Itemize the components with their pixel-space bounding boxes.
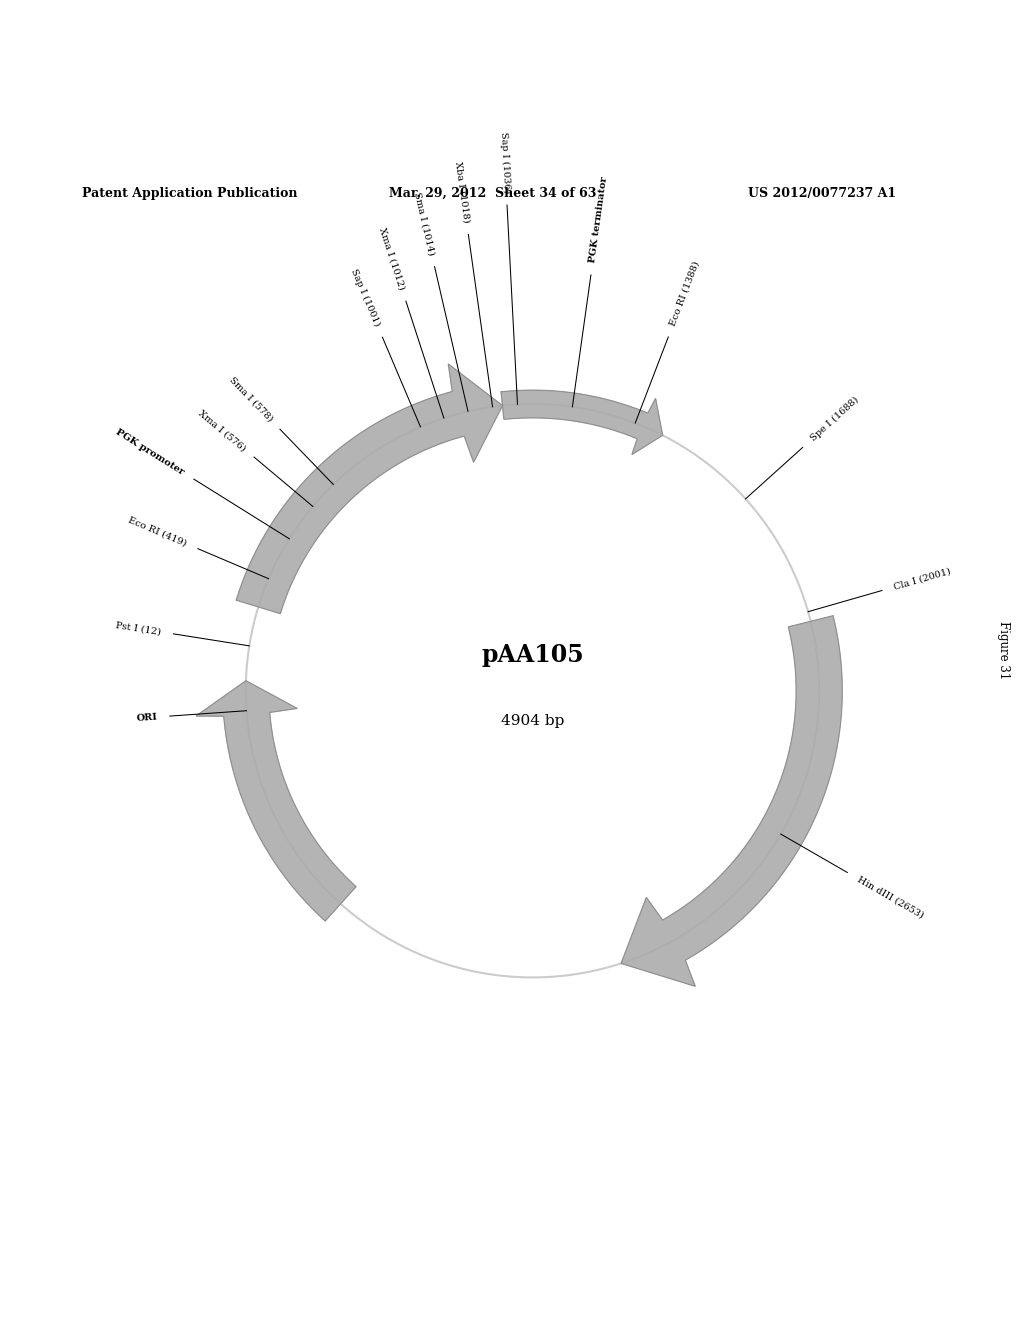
Polygon shape — [196, 681, 356, 921]
Text: Patent Application Publication: Patent Application Publication — [82, 186, 297, 199]
Polygon shape — [501, 391, 663, 454]
Text: US 2012/0077237 A1: US 2012/0077237 A1 — [748, 186, 896, 199]
Text: Xma I (1012): Xma I (1012) — [378, 226, 407, 290]
Text: Sap I (1036): Sap I (1036) — [499, 131, 511, 193]
Text: Cla I (2001): Cla I (2001) — [893, 566, 951, 591]
Text: Hin dIII (2653): Hin dIII (2653) — [856, 875, 925, 920]
Text: Figure 31: Figure 31 — [997, 620, 1010, 678]
Text: pAA105: pAA105 — [481, 643, 584, 667]
Text: Xba I (1018): Xba I (1018) — [454, 161, 471, 223]
Text: Mar. 29, 2012  Sheet 34 of 63: Mar. 29, 2012 Sheet 34 of 63 — [389, 186, 597, 199]
Text: Sma I (578): Sma I (578) — [227, 375, 274, 424]
Text: 4904 bp: 4904 bp — [501, 714, 564, 729]
Polygon shape — [622, 616, 842, 986]
Text: Eco RI (1388): Eco RI (1388) — [669, 260, 701, 327]
Text: ORI: ORI — [136, 713, 158, 723]
Text: Pst I (12): Pst I (12) — [116, 620, 162, 636]
Polygon shape — [237, 364, 503, 614]
Text: Spe I (1688): Spe I (1688) — [809, 395, 860, 442]
Text: Sma I (1014): Sma I (1014) — [413, 190, 436, 256]
Text: PGK terminator: PGK terminator — [588, 176, 609, 264]
Text: Eco RI (419): Eco RI (419) — [127, 515, 188, 548]
Text: Xma I (576): Xma I (576) — [197, 408, 248, 453]
Text: Sap I (1001): Sap I (1001) — [349, 268, 382, 327]
Text: PGK promoter: PGK promoter — [115, 428, 185, 477]
